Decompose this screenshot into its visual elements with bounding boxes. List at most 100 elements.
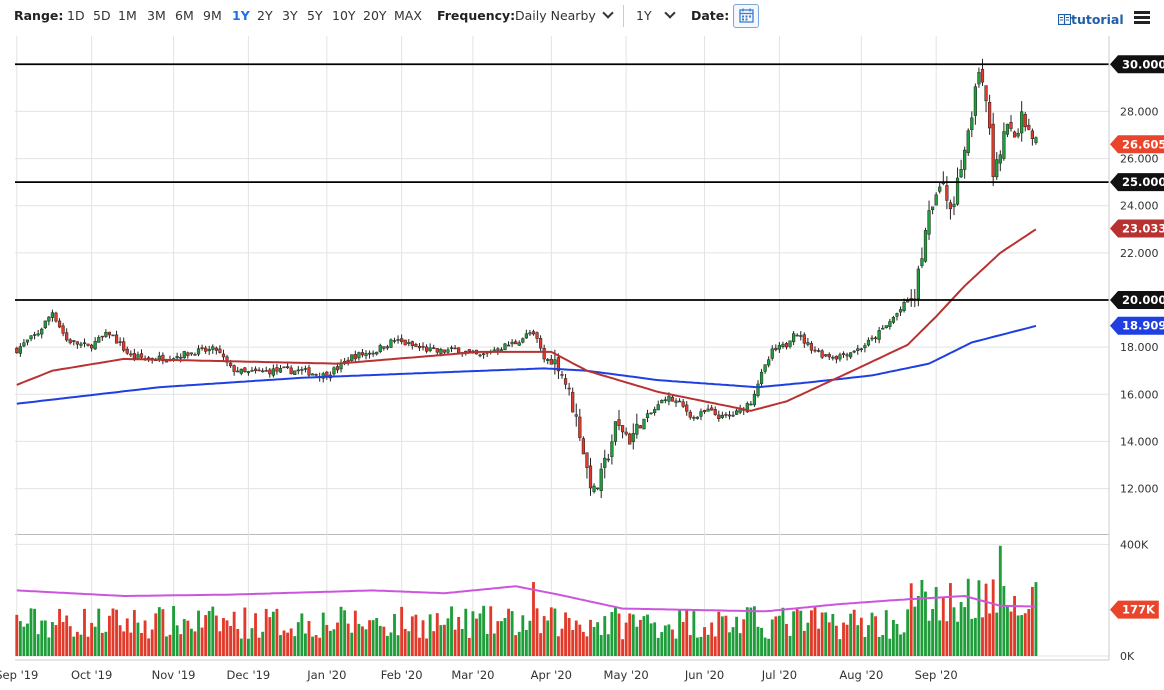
volume-bar <box>389 632 393 656</box>
volume-bar <box>948 583 952 656</box>
range-button-3m[interactable]: 3M <box>147 8 166 23</box>
volume-bar <box>606 634 610 656</box>
x-tick-label: Sep '19 <box>0 668 38 682</box>
candle-body <box>923 230 928 262</box>
candle-body <box>638 425 643 429</box>
range-button-1m[interactable]: 1M <box>118 8 137 23</box>
volume-bar <box>813 606 817 656</box>
volume-ma-line <box>16 585 1036 613</box>
range-button-2y[interactable]: 2Y <box>257 8 273 23</box>
candle-body <box>667 395 671 402</box>
volume-bar <box>332 629 336 656</box>
candle-body <box>186 352 190 356</box>
volume-bar <box>22 626 26 656</box>
range-button-10y[interactable]: 10Y <box>332 8 356 23</box>
volume-bar <box>246 638 250 656</box>
range-button-5y[interactable]: 5Y <box>307 8 323 23</box>
candle-body <box>268 369 272 375</box>
x-tick-label: Nov '19 <box>152 668 196 682</box>
volume-bar <box>460 628 464 656</box>
candle-body <box>656 404 660 411</box>
range-button-1d[interactable]: 1D <box>67 8 85 23</box>
range-button-9m[interactable]: 9M <box>203 8 222 23</box>
volume-bar <box>314 635 318 656</box>
volume-bar <box>728 632 731 656</box>
volume-bar <box>578 624 582 656</box>
candle-body <box>888 321 892 327</box>
candle-body <box>856 348 860 351</box>
volume-bar <box>902 632 906 656</box>
candle-body <box>293 370 297 375</box>
volume-bar <box>442 624 446 656</box>
volume-bar <box>663 625 667 656</box>
candle-body <box>617 419 621 426</box>
volume-bar <box>916 595 920 656</box>
date-picker-button[interactable] <box>733 4 759 28</box>
volume-bar <box>328 630 332 656</box>
candle-body <box>906 300 910 303</box>
candle-body <box>371 352 375 355</box>
candle-body <box>54 312 58 322</box>
volume-bar <box>439 625 443 656</box>
candle-body <box>702 410 707 413</box>
range-button-1y[interactable]: 1Y <box>232 8 250 23</box>
candle-body <box>770 348 774 359</box>
candle-body <box>464 350 468 353</box>
volume-bar <box>592 626 596 656</box>
volume-bar <box>36 634 40 656</box>
volume-bar <box>321 612 325 656</box>
volume-bar <box>343 610 347 656</box>
candle-body <box>784 343 789 348</box>
volume-bar <box>364 629 368 656</box>
range-button-max[interactable]: MAX <box>394 8 422 23</box>
y-tick-label: 16.000 <box>1120 388 1159 401</box>
tutorial-link[interactable]: tutorial <box>1057 12 1124 27</box>
candle-body <box>467 349 471 352</box>
frequency-select[interactable]: Daily Nearby <box>515 7 614 23</box>
volume-bar <box>738 633 742 656</box>
volume-bar <box>350 632 354 656</box>
ma-red-line <box>16 228 1037 412</box>
range-button-5d[interactable]: 5D <box>93 8 111 23</box>
candle-body <box>613 421 618 442</box>
menu-icon[interactable] <box>1134 11 1150 24</box>
volume-bar <box>774 616 778 656</box>
range-button-3y[interactable]: 3Y <box>282 8 298 23</box>
volume-bar <box>18 621 22 656</box>
range-button-6m[interactable]: 6M <box>175 8 194 23</box>
volume-bar <box>15 614 19 656</box>
volume-bar <box>186 620 190 656</box>
candle-body <box>517 342 521 346</box>
candle-body <box>984 85 988 102</box>
volume-bar <box>667 624 671 656</box>
range-button-20y[interactable]: 20Y <box>363 8 387 23</box>
volume-bar <box>375 618 379 656</box>
volume-bar <box>485 633 489 656</box>
candle-body <box>118 341 122 343</box>
candle-body <box>107 331 112 336</box>
volume-bar <box>973 617 977 656</box>
volume-bar <box>760 627 763 656</box>
candle-body <box>207 348 211 352</box>
candle-body <box>681 401 685 407</box>
volume-bar <box>100 632 104 656</box>
candle-body <box>852 350 856 353</box>
volume-bar <box>781 607 785 656</box>
volume-bar <box>43 620 47 656</box>
candle-body <box>43 320 47 329</box>
price-tag-label: 30.000 <box>1122 57 1164 71</box>
period-select[interactable]: 1Y <box>636 7 676 23</box>
candle-body <box>211 346 215 350</box>
candle-body <box>286 366 290 369</box>
volume-bar <box>756 626 760 656</box>
volume-bar <box>282 630 286 656</box>
volume-bar <box>261 631 265 656</box>
candle-body <box>250 370 254 372</box>
volume-bar <box>959 602 963 656</box>
volume-bar <box>749 607 753 656</box>
volume-bar <box>26 623 29 656</box>
price-labels: 30.000 26.605 25.000 23.033 20.000 18.909 177K <box>1110 55 1164 619</box>
candle-body <box>510 341 514 345</box>
candle-body <box>795 334 799 337</box>
volume-bar <box>229 626 233 656</box>
